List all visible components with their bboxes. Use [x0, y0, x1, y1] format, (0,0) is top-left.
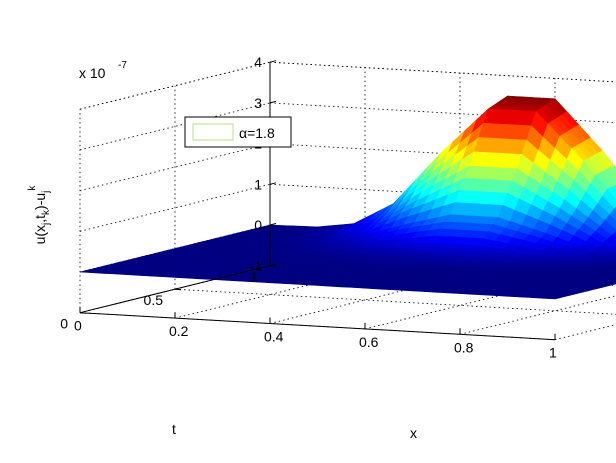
- x-tick-label: 0.8: [454, 339, 474, 355]
- grid-line: [269, 61, 616, 83]
- z-tick-label: 3: [254, 95, 262, 111]
- legend-swatch: [192, 123, 234, 141]
- axes: [79, 60, 556, 341]
- surface-patch: [609, 165, 616, 177]
- zlabel-part-close: )-u: [32, 193, 48, 210]
- z-tick-label: -1: [250, 258, 263, 274]
- zlabel-sub-j: j: [41, 223, 52, 226]
- grid-line: [269, 61, 616, 83]
- z-tick-mark: [269, 60, 277, 63]
- x-axis-label: x: [410, 425, 417, 441]
- grid-line: [554, 324, 616, 341]
- legend-label: α=1.8: [239, 125, 275, 141]
- z-tick-mark: [269, 182, 277, 185]
- x-tick-label: 1: [549, 345, 557, 361]
- surface: [79, 95, 616, 300]
- z-tick-label: 0: [254, 217, 262, 233]
- legend: α=1.8: [184, 116, 292, 148]
- x-tick-label: 0.6: [359, 334, 379, 350]
- x-tick-label: 0: [74, 318, 82, 334]
- t-tick-mark: [174, 288, 182, 291]
- svg-text:u(xj,tk)-ujk: u(xj,tk)-ujk: [27, 185, 52, 245]
- surface-patch: [609, 208, 616, 222]
- grid-line: [79, 183, 271, 232]
- z-tick-mark: [269, 223, 277, 226]
- x-axis-line: [79, 312, 556, 341]
- z-tick-label: 1: [254, 176, 262, 192]
- grid-line: [79, 143, 271, 191]
- exponent-power: -7: [118, 60, 127, 71]
- x-tick-label: 0.4: [264, 329, 284, 345]
- grid-line: [79, 61, 271, 110]
- zlabel-sub-j2: j: [41, 191, 52, 194]
- z-tick-mark: [269, 263, 277, 267]
- z-tick-mark: [269, 100, 277, 104]
- exponent-base: x 10: [79, 65, 106, 81]
- t-tick-label: 1: [250, 269, 258, 285]
- z-tick-label: 4: [254, 54, 262, 70]
- surface-patch: [543, 296, 560, 300]
- grid-line: [79, 61, 271, 110]
- grid-line: [79, 102, 271, 151]
- t-axis-label: t: [172, 421, 176, 437]
- zlabel-sup-k: k: [27, 185, 38, 191]
- zlabel-sub-k: k: [41, 209, 52, 215]
- t-tick-label: 0.5: [144, 292, 164, 308]
- z-axis-label: u(xj,tk)-ujk: [27, 185, 52, 245]
- t-tick-label: 0: [60, 316, 68, 332]
- zlabel-part-t: ,t: [32, 215, 48, 223]
- t-tick-mark: [79, 312, 87, 314]
- grid-line: [459, 295, 616, 335]
- x-tick-label: 0.2: [169, 323, 189, 339]
- grid-line: [174, 288, 616, 315]
- exponent-label: x 10 -7: [79, 60, 127, 81]
- zlabel-part-u: u(x: [32, 225, 48, 244]
